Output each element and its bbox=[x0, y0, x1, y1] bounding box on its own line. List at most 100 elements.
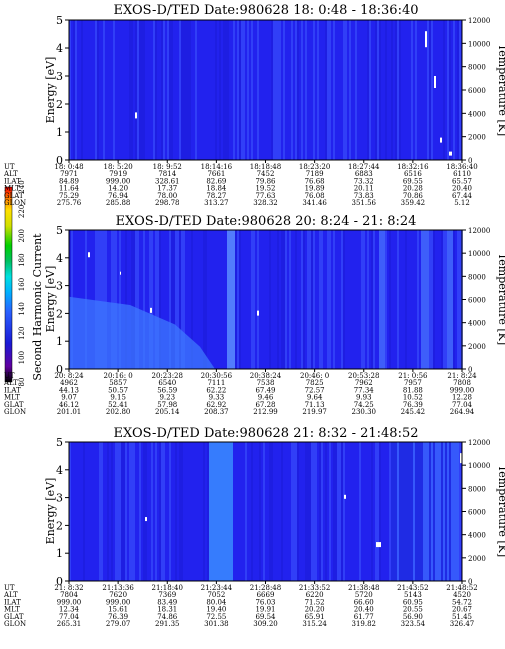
hot-pixel bbox=[135, 112, 137, 119]
stripe bbox=[97, 20, 99, 160]
stripe bbox=[301, 230, 303, 369]
y2-tick-label: 8000 bbox=[468, 273, 486, 281]
stripe bbox=[431, 230, 433, 369]
table-row-label: UT bbox=[4, 372, 15, 380]
stripe bbox=[345, 20, 347, 160]
table-cell: 7962 bbox=[355, 379, 373, 387]
colorbar-tick-label: 240 bbox=[18, 180, 26, 193]
stripe bbox=[263, 442, 265, 581]
table-cell: 21:38:48 bbox=[348, 584, 379, 592]
table-cell: 20:53:28 bbox=[348, 372, 379, 380]
table-cell: 341.46 bbox=[302, 199, 327, 207]
table-cell: 5720 bbox=[355, 591, 373, 599]
table-cell: 265.31 bbox=[57, 620, 82, 628]
table-cell: 18: 9:52 bbox=[153, 163, 182, 171]
table-cell: 9.33 bbox=[209, 394, 225, 402]
table-cell: 7957 bbox=[404, 379, 422, 387]
stripe bbox=[95, 20, 97, 160]
stripe bbox=[187, 20, 189, 160]
stripe bbox=[153, 20, 155, 160]
stripe bbox=[421, 230, 423, 369]
y-tick-label: 2 bbox=[56, 98, 63, 111]
stripe bbox=[373, 230, 375, 369]
table-cell: 78.27 bbox=[206, 192, 226, 200]
stripe bbox=[311, 230, 313, 369]
table-cell: 264.94 bbox=[450, 408, 475, 416]
stripe bbox=[421, 442, 423, 581]
panel-3-y2label: Temperature [K] bbox=[496, 465, 505, 557]
table-cell: 65.91 bbox=[305, 613, 325, 621]
table-cell: 21:43:52 bbox=[397, 584, 428, 592]
stripe bbox=[135, 20, 137, 160]
table-row-label: GLON bbox=[4, 408, 26, 416]
stripe bbox=[281, 230, 283, 369]
table-cell: 21:13:36 bbox=[102, 584, 134, 592]
stripe bbox=[139, 20, 141, 160]
stripe bbox=[369, 20, 371, 160]
stripe bbox=[447, 230, 449, 369]
stripe bbox=[257, 230, 259, 369]
stripe bbox=[229, 230, 231, 369]
stripe bbox=[443, 442, 445, 581]
stripe bbox=[223, 20, 225, 160]
stripe bbox=[251, 230, 253, 369]
table-cell: 7804 bbox=[60, 591, 78, 599]
stripe bbox=[397, 442, 399, 581]
stripe bbox=[333, 230, 335, 369]
stripe bbox=[283, 230, 285, 369]
table-cell: 275.76 bbox=[57, 199, 82, 207]
stripe bbox=[313, 230, 315, 369]
table-row-label: ALT bbox=[3, 379, 18, 387]
table-row-label: ALT bbox=[3, 170, 18, 178]
table-cell: 6883 bbox=[355, 170, 373, 178]
hot-pixels bbox=[135, 31, 452, 156]
table-cell: 67.49 bbox=[255, 386, 275, 394]
table-cell: 245.42 bbox=[401, 408, 426, 416]
table-cell: 6669 bbox=[257, 591, 275, 599]
table-cell: 5857 bbox=[109, 379, 127, 387]
stripe bbox=[183, 230, 185, 369]
stripe bbox=[423, 230, 425, 369]
stripe bbox=[281, 442, 283, 581]
table-cell: 75.29 bbox=[59, 192, 79, 200]
stripe bbox=[341, 442, 343, 581]
table-cell: 999.00 bbox=[106, 177, 131, 185]
colorbar-gradient bbox=[4, 186, 13, 383]
table-cell: 19.52 bbox=[255, 185, 275, 193]
stripe bbox=[231, 230, 233, 369]
table-cell: 10.52 bbox=[403, 394, 423, 402]
stripe bbox=[223, 442, 225, 581]
stripe bbox=[409, 442, 411, 581]
table-cell: 5143 bbox=[404, 591, 422, 599]
stripe bbox=[367, 20, 369, 160]
stripe bbox=[451, 230, 453, 369]
stripe bbox=[441, 442, 443, 581]
stripe bbox=[321, 442, 323, 581]
stripe bbox=[451, 442, 453, 581]
table-row-label: GLAT bbox=[4, 401, 24, 409]
stripe bbox=[235, 230, 237, 369]
stripe bbox=[169, 20, 171, 160]
table-cell: 46.12 bbox=[59, 401, 79, 409]
table-row-label: UT bbox=[4, 163, 15, 171]
stripe bbox=[307, 230, 309, 369]
table-cell: 21:33:52 bbox=[299, 584, 330, 592]
table-row-label: UT bbox=[4, 584, 15, 592]
stripe bbox=[121, 442, 123, 581]
stripe bbox=[177, 230, 179, 369]
stripe bbox=[431, 442, 433, 581]
stripe bbox=[449, 20, 451, 160]
panel-3-ylabel: Energy [eV] bbox=[44, 478, 57, 545]
stripe bbox=[271, 442, 273, 581]
panel-1-ylabel: Energy [eV] bbox=[44, 57, 57, 124]
hot-pixel bbox=[434, 76, 436, 88]
table-cell: 7369 bbox=[158, 591, 176, 599]
stripe bbox=[429, 442, 431, 581]
stripe bbox=[113, 20, 115, 160]
stripe bbox=[179, 230, 181, 369]
colorbar-tick-label: 120 bbox=[18, 327, 26, 340]
table-cell: 7052 bbox=[207, 591, 225, 599]
hot-pixel bbox=[120, 271, 121, 275]
table-cell: 78.00 bbox=[157, 192, 177, 200]
